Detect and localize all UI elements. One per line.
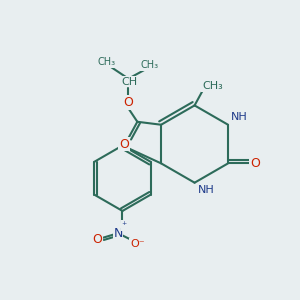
Text: O⁻: O⁻ <box>130 238 145 249</box>
Text: CH₃: CH₃ <box>202 81 223 91</box>
Text: CH₃: CH₃ <box>140 60 158 70</box>
Text: O: O <box>92 233 102 246</box>
Text: NH: NH <box>198 185 214 195</box>
Text: N: N <box>113 227 123 240</box>
Text: O: O <box>119 138 129 151</box>
Text: O: O <box>124 96 134 109</box>
Text: CH₃: CH₃ <box>97 57 115 67</box>
Text: NH: NH <box>231 112 248 122</box>
Text: O: O <box>250 157 260 170</box>
Text: ⁺: ⁺ <box>121 221 127 231</box>
Text: CH: CH <box>122 76 138 87</box>
